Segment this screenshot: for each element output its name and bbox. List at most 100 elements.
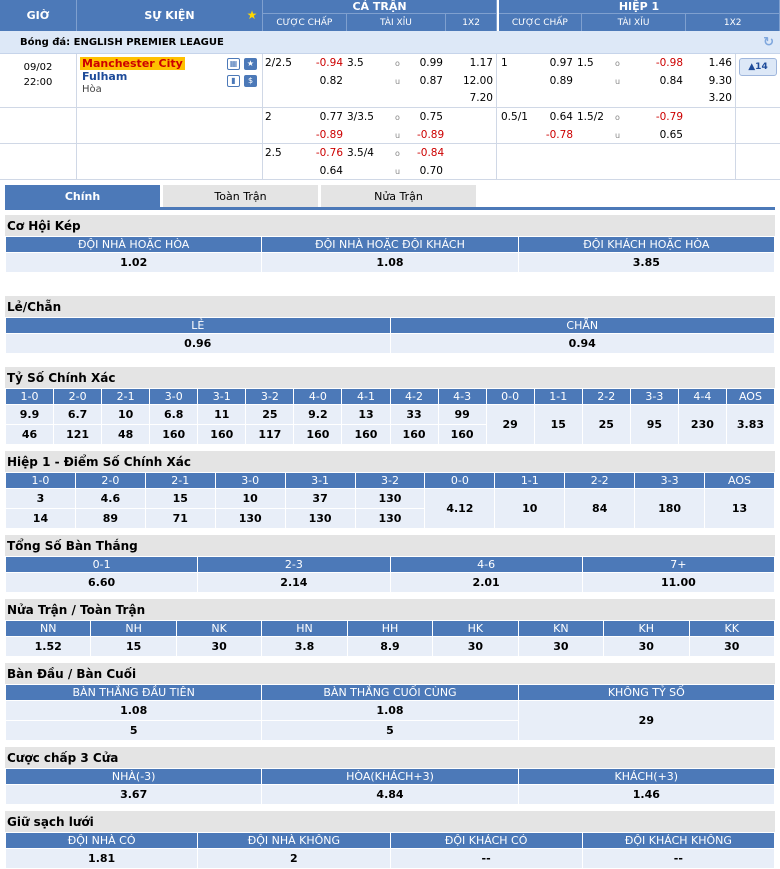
- home-1x2[interactable]: 1.17: [469, 57, 493, 69]
- score-odds[interactable]: 117: [245, 424, 295, 445]
- score-odds[interactable]: 4.6: [74, 488, 146, 509]
- live-icon[interactable]: $: [244, 75, 257, 87]
- htft-section: Nửa Trận / Toàn Trận NN NH NK HN HH HK KN KH KK 1…: [4, 599, 775, 657]
- favorite-icon[interactable]: ★: [244, 58, 257, 70]
- score-header: 2-2: [581, 388, 631, 405]
- score-odds[interactable]: 160: [389, 424, 439, 445]
- col-event: SỰ KIỆN ★: [77, 0, 263, 31]
- score-odds[interactable]: 48: [101, 424, 151, 445]
- score-odds[interactable]: 130: [354, 488, 426, 509]
- ah-home-odds[interactable]: -0.94: [315, 57, 343, 69]
- half-odds-row1: 1 0.97 1.5 o -0.98 1.46 0.89 u 0.84 9.30…: [499, 54, 736, 107]
- htft-odds[interactable]: 30: [603, 636, 690, 657]
- score-odds[interactable]: 10: [214, 488, 286, 509]
- double-chance-section: Cơ Hội Kép ĐỘI NHÀ HOẶC HÒA ĐỘI NHÀ HOẶC …: [4, 215, 776, 273]
- score-header: 1-0: [4, 388, 55, 405]
- score-odds[interactable]: 4.12: [424, 488, 496, 529]
- more-bets-button[interactable]: ▲14: [739, 58, 777, 76]
- score-odds[interactable]: 99: [437, 404, 487, 425]
- score-odds[interactable]: 130: [354, 508, 426, 529]
- htft-header: HH: [346, 620, 434, 637]
- score-odds[interactable]: 11: [197, 404, 247, 425]
- score-odds[interactable]: 13: [704, 488, 775, 529]
- under-odds[interactable]: 0.87: [419, 75, 443, 87]
- htft-odds[interactable]: 30: [432, 636, 519, 657]
- htft-odds[interactable]: 30: [175, 636, 263, 657]
- score-odds[interactable]: 130: [284, 508, 356, 529]
- clean-sheet-section: Giữ sạch lưới ĐỘI NHÀ CÓ ĐỘI NHÀ KHÔNG ĐỘI…: [4, 811, 776, 869]
- score-odds[interactable]: 84: [564, 488, 636, 529]
- htft-odds[interactable]: 8.9: [346, 636, 434, 657]
- tab-half-time[interactable]: Nửa Trận: [321, 185, 476, 207]
- score-odds[interactable]: 15: [144, 488, 216, 509]
- htft-header: KN: [517, 620, 605, 637]
- col-time: GIỜ: [0, 0, 77, 31]
- score-odds[interactable]: 6.7: [53, 404, 103, 425]
- score-odds[interactable]: 33: [389, 404, 439, 425]
- htft-odds[interactable]: 30: [688, 636, 775, 657]
- ah-away-odds[interactable]: 0.82: [319, 75, 343, 87]
- away-1x2[interactable]: 12.00: [462, 75, 493, 87]
- stats-icon[interactable]: ▦: [227, 58, 240, 70]
- score-odds[interactable]: 25: [245, 404, 295, 425]
- score-odds[interactable]: 6.8: [149, 404, 199, 425]
- match-row-3: 2.5 -0.76 3.5/4 o -0.84 0.64 u 0.70: [0, 144, 780, 180]
- score-odds[interactable]: 10: [494, 488, 566, 529]
- score-header: 3-0: [149, 388, 199, 405]
- score-odds[interactable]: 9.9: [4, 404, 55, 425]
- htft-odds[interactable]: 15: [90, 636, 177, 657]
- score-odds[interactable]: 130: [214, 508, 286, 529]
- score-odds[interactable]: 3.83: [725, 404, 776, 445]
- score-odds[interactable]: 3: [5, 488, 76, 509]
- score-odds[interactable]: 95: [629, 404, 679, 445]
- over-odds[interactable]: 0.99: [419, 57, 443, 69]
- home-team[interactable]: Manchester City: [80, 57, 185, 70]
- score-odds[interactable]: 13: [341, 404, 391, 425]
- market-tabs: Chính Toàn Trận Nửa Trận: [5, 185, 775, 210]
- score-odds[interactable]: 160: [293, 424, 343, 445]
- htft-odds[interactable]: 1.52: [4, 636, 92, 657]
- score-odds[interactable]: 15: [533, 404, 583, 445]
- match-row: 09/02 22:00 Manchester City Fulham Hòa ▦ …: [0, 54, 780, 108]
- score-header: 4-2: [389, 388, 439, 405]
- score-odds[interactable]: 37: [284, 488, 356, 509]
- score-header: 2-0: [74, 472, 146, 489]
- score-header: 2-2: [564, 472, 636, 489]
- score-odds[interactable]: 121: [53, 424, 103, 445]
- odds-header: GIỜ SỰ KIỆN ★ CẢ TRẬN CƯỢC CHẤP TÀI XỈU 1X2…: [0, 0, 780, 31]
- score-odds[interactable]: 14: [5, 508, 76, 529]
- match-time: 09/02 22:00: [0, 54, 77, 107]
- score-odds[interactable]: 46: [4, 424, 55, 445]
- score-odds[interactable]: 10: [101, 404, 151, 425]
- score-header: 2-1: [144, 472, 216, 489]
- draw-label: Hòa: [82, 84, 102, 95]
- match-row-2: 2 0.77 3/3.5 o 0.75 -0.89 u -0.89 0.5/1 …: [0, 108, 780, 144]
- chart-icon[interactable]: ▮: [227, 75, 240, 87]
- draw-1x2[interactable]: 7.20: [469, 92, 493, 104]
- htft-header: NK: [175, 620, 263, 637]
- away-team[interactable]: Fulham: [82, 70, 128, 83]
- score-odds[interactable]: 89: [74, 508, 146, 529]
- favorite-star-icon[interactable]: ★: [246, 8, 258, 22]
- score-odds[interactable]: 9.2: [293, 404, 343, 425]
- score-odds[interactable]: 160: [149, 424, 199, 445]
- score-odds[interactable]: 160: [197, 424, 247, 445]
- tab-main[interactable]: Chính: [5, 185, 160, 207]
- score-odds[interactable]: 29: [485, 404, 535, 445]
- score-header: 4-3: [437, 388, 487, 405]
- score-header: 2-0: [53, 388, 103, 405]
- score-odds[interactable]: 230: [677, 404, 727, 445]
- score-odds[interactable]: 180: [634, 488, 706, 529]
- htft-header: NH: [90, 620, 177, 637]
- score-odds[interactable]: 160: [341, 424, 391, 445]
- htft-header: HK: [432, 620, 519, 637]
- score-header: 3-3: [634, 472, 706, 489]
- score-odds[interactable]: 71: [144, 508, 216, 529]
- score-header: 3-3: [629, 388, 679, 405]
- tab-full-time[interactable]: Toàn Trận: [163, 185, 318, 207]
- score-odds[interactable]: 25: [581, 404, 631, 445]
- refresh-icon[interactable]: ↻: [763, 35, 774, 50]
- score-odds[interactable]: 160: [437, 424, 487, 445]
- htft-odds[interactable]: 30: [517, 636, 605, 657]
- htft-odds[interactable]: 3.8: [261, 636, 348, 657]
